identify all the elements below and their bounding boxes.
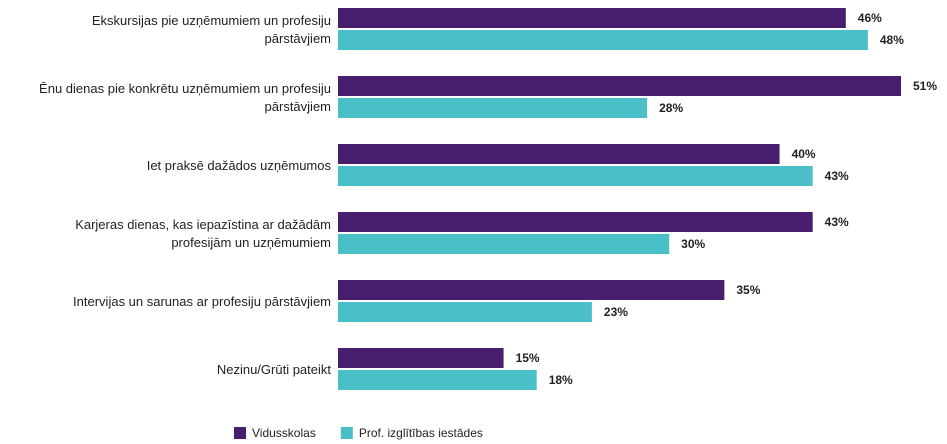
bar [338, 212, 813, 232]
value-label: 30% [681, 237, 705, 251]
bar [338, 302, 592, 322]
category-label: Ekskursijas pie uzņēmumiem un profesiju … [91, 13, 331, 46]
bar [338, 166, 813, 186]
bar [338, 144, 780, 164]
legend-swatch [340, 427, 353, 439]
value-label: 28% [659, 101, 683, 115]
bar [338, 348, 504, 368]
value-label: 43% [825, 169, 849, 183]
bar [338, 76, 901, 96]
bar [338, 280, 725, 300]
legend-label: Vidusskolas [252, 426, 316, 440]
value-label: 35% [736, 283, 760, 297]
value-label: 43% [825, 215, 849, 229]
category-label: Nezinu/Grūti pateikt [216, 362, 331, 377]
bar [338, 370, 537, 390]
value-label: 51% [913, 79, 937, 93]
bar [338, 8, 846, 28]
value-label: 23% [604, 305, 628, 319]
legend-swatch [234, 427, 246, 439]
bar [338, 234, 670, 254]
bar [338, 98, 648, 118]
value-label: 48% [880, 33, 904, 47]
category-label: Ēnu dienas pie konkrētu uzņēmumiem un pr… [39, 81, 331, 114]
value-label: 40% [792, 147, 816, 161]
value-label: 15% [516, 351, 540, 365]
category-label: Karjeras dienas, kas iepazīstina ar dažā… [75, 217, 331, 250]
category-label: Intervijas un sarunas ar profesiju pārst… [73, 294, 331, 309]
legend-label: Prof. izglītības iestādes [359, 426, 483, 440]
bar [338, 30, 868, 50]
value-label: 18% [549, 373, 573, 387]
value-label: 46% [858, 11, 882, 25]
category-label: Iet praksē dažādos uzņēmumos [146, 158, 331, 173]
